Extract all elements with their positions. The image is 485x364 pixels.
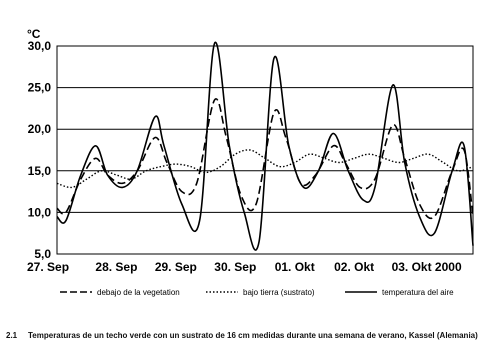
series-line-dashed: [56, 98, 474, 220]
legend-item-dashed: debajo de la vegetation: [60, 288, 180, 297]
figure-caption: 2.1 Temperaturas de un techo verde con u…: [6, 331, 480, 341]
caption-text: Temperaturas de un techo verde con un su…: [28, 331, 478, 340]
y-tick-label: 15,0: [28, 164, 52, 178]
x-tick-label: 27. Sep: [27, 260, 69, 274]
x-tick-label: 30. Sep: [214, 260, 256, 274]
line-chart: 5,0 10,0 15,0 20,0 25,0 30,0 27. Sep 28. Sep 29…: [27, 27, 474, 297]
plot-border: [56, 45, 474, 255]
y-unit-label: °C: [27, 27, 41, 41]
legend-label-dotted: bajo tierra (sustrato): [243, 288, 315, 297]
legend-item-solid: temperatura del aire: [345, 288, 454, 297]
x-tick-label: 03. Okt 2000: [392, 260, 462, 274]
caption-number: 2.1: [6, 331, 18, 340]
y-tick-label: 30,0: [28, 39, 52, 53]
legend-item-dotted: bajo tierra (sustrato): [206, 288, 315, 297]
y-tick-labels: 5,0 10,0 15,0 20,0 25,0 30,0: [28, 39, 52, 261]
y-tick-label: 5,0: [34, 247, 51, 261]
legend-label-dashed: debajo de la vegetation: [97, 288, 180, 297]
x-tick-labels: 27. Sep 28. Sep 29. Sep 30. Sep 01. Okt 02. O…: [27, 260, 462, 274]
gridlines: [57, 87, 473, 213]
y-tick-label: 25,0: [28, 81, 52, 95]
legend-label-solid: temperatura del aire: [382, 288, 454, 297]
y-tick-label: 20,0: [28, 122, 52, 136]
y-tick-label: 10,0: [28, 205, 52, 219]
series-line-solid: [56, 41, 474, 251]
x-tick-label: 28. Sep: [95, 260, 137, 274]
x-tick-label: 02. Okt: [334, 260, 374, 274]
legend: debajo de la vegetation bajo tierra (sus…: [60, 288, 454, 297]
series-layer: [56, 41, 474, 251]
x-tick-label: 29. Sep: [155, 260, 197, 274]
x-tick-label: 01. Okt: [275, 260, 315, 274]
